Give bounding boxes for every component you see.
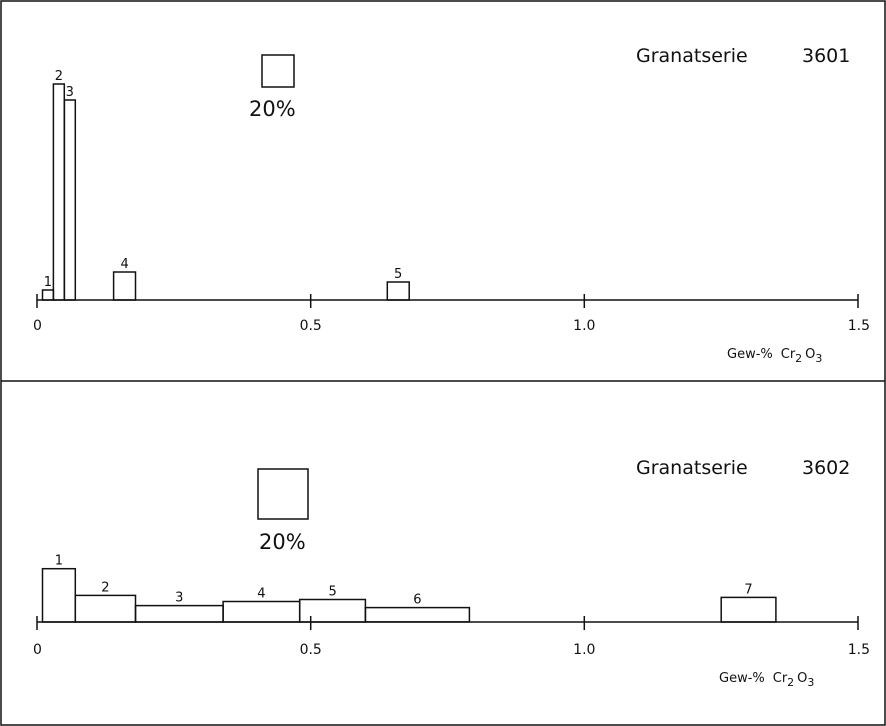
x-tick-group: 0 0.5 1.0 1.5 [33,616,870,658]
bar-7 [720,596,777,623]
bar-4 [112,271,137,301]
bar-label-4: 4 [120,257,128,272]
x-tick-label: 0 [33,318,42,334]
x-axis-label: Gew-% Cr2 O3 [719,671,814,689]
bar-1 [41,567,77,623]
scale-label: 20% [249,97,296,121]
bar-label-1: 1 [44,275,52,290]
x-tick-label: 1.0 [573,642,595,658]
bar-label-6: 6 [413,593,421,608]
bar-2 [74,594,137,623]
bar-label-3: 3 [66,85,74,100]
panel-series-id: 3602 [802,457,850,479]
x-tick-label: 0.5 [300,642,322,658]
bar-4 [222,600,301,623]
bar-label-4: 4 [257,587,265,602]
panel-title: Granatserie [636,45,748,67]
panel-title: Granatserie [636,457,748,479]
bar-label-1: 1 [55,554,63,569]
scale-box [261,54,295,88]
bar-6 [364,606,471,623]
bar-3 [63,99,77,301]
x-tick-label: 1.5 [848,642,870,658]
bar-label-5: 5 [394,267,402,282]
bar-label-2: 2 [101,580,109,595]
bar-group [41,567,777,623]
bar-1 [41,289,55,301]
bar-group [41,83,410,301]
bar-2 [52,83,66,301]
bar-label-5: 5 [328,585,336,600]
histogram-panel-3602: Granatserie 3602 20% 123 4 567 0 0.5 1.0 1.5 … [33,457,870,689]
bar-5 [386,281,410,301]
x-tick-label: 1.0 [573,318,595,334]
bar-3 [134,604,224,623]
scale-label: 20% [259,530,306,554]
x-tick-label: 0 [33,642,42,658]
bar-label-2: 2 [55,69,63,84]
bar-label-3: 3 [175,591,183,606]
bar-label-7: 7 [744,582,752,597]
bar-5 [298,598,367,623]
x-axis-label: Gew-% Cr2 O3 [727,347,822,365]
x-tick-label: 1.5 [848,318,870,334]
bar-label-group: 1 2 3 4 5 6 7 [55,554,753,608]
x-tick-label: 0.5 [300,318,322,334]
scale-box [257,468,309,520]
panel-series-id: 3601 [802,45,850,67]
x-tick-group: 0 0.5 1.0 1.5 [33,294,870,334]
